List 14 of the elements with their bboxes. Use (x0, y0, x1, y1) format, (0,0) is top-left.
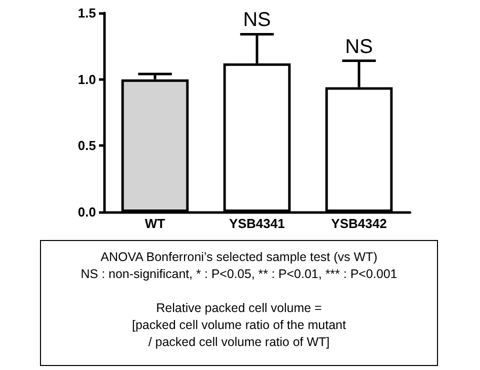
y-tick-label: 0.0 (78, 204, 96, 220)
x-tick-label: WT (144, 216, 166, 231)
y-tick-label: 0.5 (78, 138, 96, 154)
x-tick-label: YSB4342 (331, 216, 387, 231)
text: [packed cell volume ratio of the mutant (130, 317, 347, 334)
text: Relative packed cell volume = (155, 300, 323, 317)
text: / packed cell volume ratio of WT] (147, 334, 331, 351)
y-tick-label: 1.5 (78, 6, 96, 20)
annotation: NS (243, 9, 271, 32)
text: ANOVA Bonferroni’s selected sample test (vs WT) (100, 249, 378, 266)
y-tick-label: 1.0 (78, 72, 96, 87)
x-tick-label: YSB4341 (229, 216, 285, 231)
text: NS : non-significant, * : P<0.05, ** : P<0.01, *** : P<0.001 (80, 266, 398, 283)
annotation: NS (345, 36, 373, 58)
